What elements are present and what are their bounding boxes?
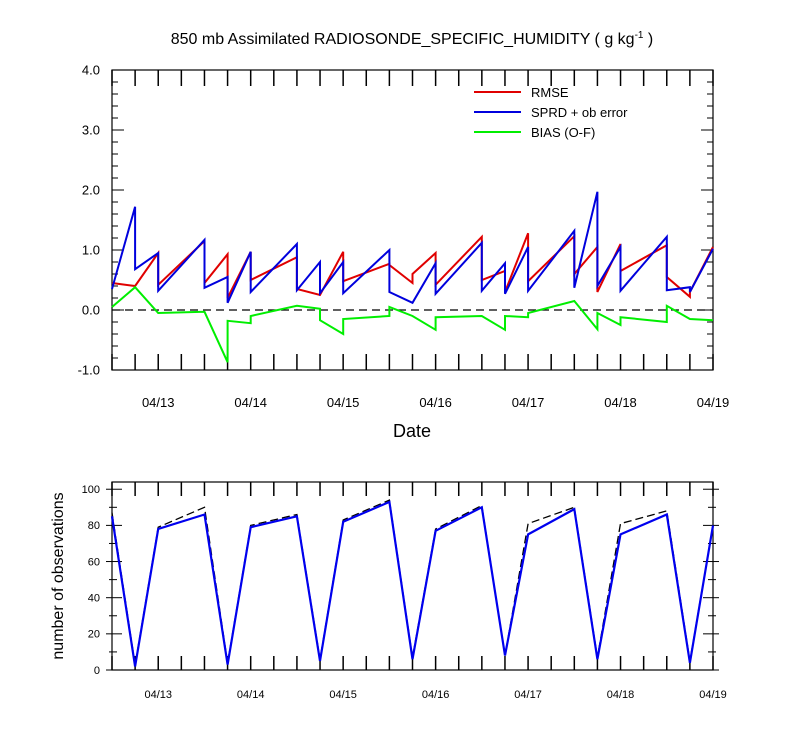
plot-frame [111, 481, 714, 671]
top-panel-rmse-sprd-bias: 850 mb Assimilated RADIOSONDE_SPECIFIC_H… [78, 30, 730, 441]
x-tick-label: 04/18 [604, 395, 637, 410]
legend-entry-label: SPRD + ob error [531, 105, 628, 120]
x-tick-label: 04/14 [237, 689, 265, 701]
y-tick-label: 100 [82, 484, 100, 496]
x-tick-label: 04/13 [142, 395, 175, 410]
y-tick-label: 20 [88, 629, 100, 641]
y-tick-label: 3.0 [82, 123, 100, 138]
series-line-sprd-ob-error [111, 191, 714, 305]
y-tick-label: 40 [88, 593, 100, 605]
x-tick-label: 04/15 [327, 395, 360, 410]
series-line-bias-o-f [111, 285, 714, 363]
y-tick-label: 0 [94, 665, 100, 677]
y-tick-label: 80 [88, 520, 100, 532]
legend-entry-label: BIAS (O-F) [531, 125, 595, 140]
x-tick-label: 04/19 [697, 395, 730, 410]
x-tick-label: 04/16 [419, 395, 452, 410]
x-tick-label: 04/19 [699, 689, 727, 701]
x-tick-label: 04/17 [514, 689, 542, 701]
y-axis-label: number of observations [50, 492, 67, 659]
chart-title-superscript: -1 [635, 30, 644, 41]
y-tick-label: -1.0 [78, 363, 100, 378]
bottom-panel-observations: 04/13 04/14 04/15 04/16 04/17 04/18 04/19 0 20 40… [50, 481, 727, 701]
x-tick-label: 04/15 [329, 689, 357, 701]
x-tick-label: 04/14 [234, 395, 267, 410]
x-tick-label: 04/17 [512, 395, 545, 410]
chart-title: 850 mb Assimilated RADIOSONDE_SPECIFIC_H… [171, 30, 654, 48]
y-tick-label: 2.0 [82, 183, 100, 198]
chart-title-main: 850 mb Assimilated RADIOSONDE_SPECIFIC_H… [171, 31, 635, 48]
series-line-observations-solid [110, 500, 715, 667]
legend-entry-label: RMSE [531, 85, 569, 100]
series-line-observations-dashed [111, 499, 714, 665]
y-tick-label: 1.0 [82, 243, 100, 258]
x-tick-label: 04/13 [144, 689, 172, 701]
x-axis-label: Date [393, 421, 431, 441]
x-tick-label: 04/18 [607, 689, 635, 701]
y-tick-label: 4.0 [82, 63, 100, 78]
y-tick-label: 60 [88, 556, 100, 568]
x-tick-label: 04/16 [422, 689, 450, 701]
chart-title-close: ) [643, 31, 653, 48]
y-tick-label: 0.0 [82, 303, 100, 318]
